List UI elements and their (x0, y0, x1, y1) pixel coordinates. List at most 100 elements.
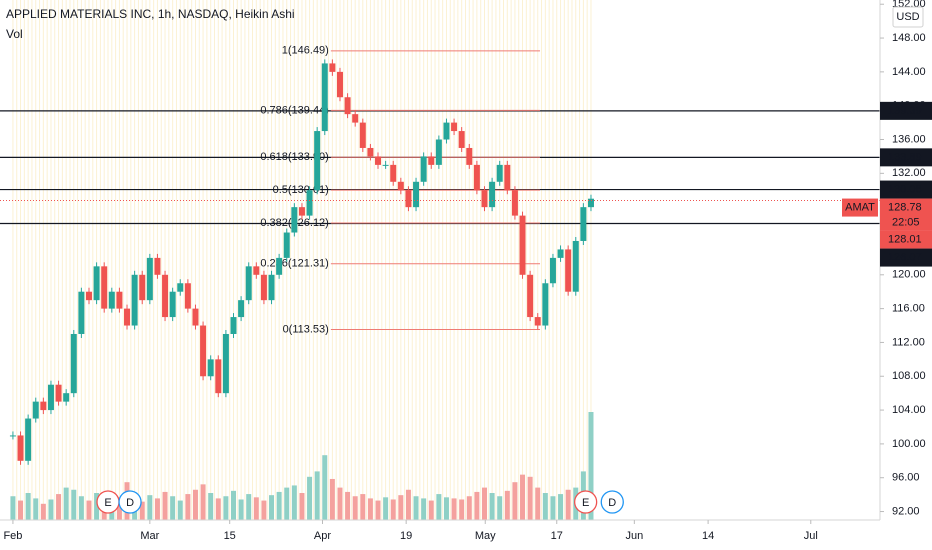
candle (413, 181, 420, 208)
volume-bar (413, 496, 419, 520)
volume-bar (405, 489, 411, 520)
fib-label: 0.5(130.01) (273, 184, 329, 196)
volume-bar (550, 496, 556, 520)
candle (40, 401, 47, 411)
volume-bar (223, 496, 229, 520)
candle (359, 122, 366, 148)
price-label-box (880, 101, 932, 120)
x-tick-label: 19 (400, 530, 412, 542)
volume-bar (261, 500, 267, 520)
candle (47, 384, 54, 411)
candle (527, 274, 534, 318)
price-label-box (880, 180, 932, 199)
fib-label: 0.786(139.44) (260, 104, 329, 116)
currency: USD (896, 11, 919, 23)
volume-bar (337, 487, 343, 520)
volume-bar (459, 499, 465, 520)
candle (489, 181, 496, 208)
candle (184, 283, 191, 309)
volume-bar (246, 494, 252, 520)
candle (192, 308, 199, 326)
fib-label: 0.236(121.31) (260, 258, 329, 270)
candle (549, 257, 556, 284)
candle (238, 300, 245, 318)
candle (139, 274, 146, 301)
fib-label: 0(113.53) (283, 323, 329, 335)
candle (336, 71, 343, 98)
event-marker[interactable] (118, 490, 142, 514)
volume-bar (398, 495, 404, 520)
candle (420, 156, 427, 182)
volume-bar (481, 487, 487, 520)
candle (382, 164, 389, 166)
x-tick-label: May (475, 530, 496, 542)
candle (306, 190, 313, 216)
candle (375, 156, 382, 165)
candle (162, 274, 169, 318)
x-tick-label: Apr (314, 530, 331, 542)
volume-bar (535, 487, 541, 520)
candle (314, 131, 321, 191)
volume-bar (170, 496, 176, 520)
volume-bar (276, 491, 282, 520)
volume-bar (299, 493, 305, 520)
candle (519, 215, 526, 275)
volume-bar (177, 500, 183, 520)
volume-bar (345, 491, 351, 520)
candle (321, 63, 328, 132)
candle (428, 156, 435, 165)
session-lines (12, 0, 592, 520)
price-label: 130.08 (888, 183, 922, 195)
event-marker[interactable] (574, 490, 598, 514)
candle (276, 257, 283, 275)
candle (200, 325, 207, 377)
candle (253, 266, 260, 275)
volume-bar (56, 494, 62, 520)
candle (496, 164, 503, 182)
volume-bar (253, 497, 259, 520)
volume-bar (390, 499, 396, 520)
volume-bar (307, 476, 313, 520)
axes: 92.00 96.00 100.00 104.00 108.00 112.00 116.00… (3, 0, 932, 542)
event-label: E (104, 497, 111, 509)
volume-bar (436, 494, 442, 520)
volume-bar (200, 484, 206, 520)
price-label-box (880, 248, 932, 267)
price-label: 139.39 (888, 105, 922, 117)
volume-bar (291, 485, 297, 520)
candle (154, 257, 161, 275)
candle (85, 291, 92, 301)
candle (222, 333, 229, 394)
volume-bar (116, 497, 122, 520)
countdown: 22:05 (892, 216, 920, 228)
candle (557, 249, 564, 258)
volume-bar (497, 496, 503, 520)
y-tick-label: 116.00 (892, 303, 925, 315)
event-marker[interactable] (600, 490, 624, 514)
x-tick-label: 15 (224, 530, 236, 542)
candle (542, 283, 549, 326)
candle (329, 63, 336, 72)
volume-bar (25, 493, 31, 520)
candle (230, 317, 237, 334)
volume-bar (162, 491, 168, 520)
volume-bar (520, 474, 526, 520)
volume-bar (238, 499, 244, 520)
y-tick-label: 120.00 (892, 269, 926, 281)
volume-bar (94, 493, 100, 520)
y-tick-label: 144.00 (892, 66, 926, 78)
volume-bar (466, 496, 472, 520)
volume-bar (18, 500, 24, 520)
candle (63, 393, 70, 402)
currency-box[interactable] (892, 6, 924, 28)
volume-bar (185, 494, 191, 520)
candle (367, 147, 374, 157)
candle (283, 232, 290, 258)
price-label: 128.78 (888, 201, 922, 213)
fib-label: 1(146.49) (282, 45, 329, 57)
volume-bar (558, 494, 564, 520)
volume-bar (10, 496, 16, 520)
volume-bar (352, 496, 358, 520)
y-tick-label: 108.00 (892, 370, 926, 382)
